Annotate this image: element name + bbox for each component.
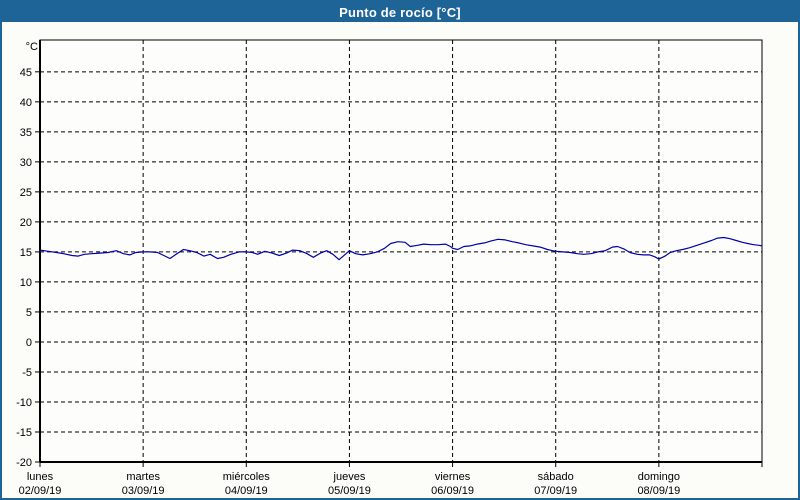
x-day-name-label: domingo	[638, 471, 680, 483]
window-title: Punto de rocío [°C]	[339, 4, 461, 20]
y-tick-label: 40	[20, 97, 32, 109]
y-tick-label: -5	[22, 367, 32, 379]
y-tick-label: 15	[20, 247, 32, 259]
y-tick-label: 0	[26, 337, 32, 349]
y-tick-label: 35	[20, 127, 32, 139]
x-day-name-label: sábado	[538, 471, 574, 483]
x-day-date-label: 03/09/19	[122, 485, 165, 497]
x-day-name-label: martes	[126, 471, 160, 483]
x-day-date-label: 07/09/19	[534, 485, 577, 497]
y-tick-label: -20	[16, 457, 32, 469]
chart-area: 45 40 35 30 25 20 15 10 5 0 -5 -10 -15 -20 °C lunes 02/0…	[2, 22, 798, 498]
dew-point-chart: 45 40 35 30 25 20 15 10 5 0 -5 -10 -15 -20 °C lunes 02/0…	[16, 39, 763, 497]
y-tick-label: -15	[16, 427, 32, 439]
x-day-date-label: 04/09/19	[225, 485, 268, 497]
y-tick-label: 5	[26, 307, 32, 319]
x-day-name-label: viernes	[435, 471, 471, 483]
x-day-date-label: 08/09/19	[637, 485, 680, 497]
x-day-date-label: 05/09/19	[328, 485, 371, 497]
y-tick-label: 25	[20, 187, 32, 199]
y-tick-label: 30	[20, 157, 32, 169]
x-day-name-label: jueves	[333, 471, 366, 483]
y-axis-unit-label: °C	[26, 41, 38, 53]
y-tick-label: 45	[20, 67, 32, 79]
x-day-date-label: 02/09/19	[19, 485, 62, 497]
y-tick-label: -10	[16, 397, 32, 409]
y-tick-label: 20	[20, 217, 32, 229]
plot-background	[40, 40, 762, 462]
y-tick-label: 10	[20, 277, 32, 289]
x-day-name-label: lunes	[27, 471, 54, 483]
title-bar: Punto de rocío [°C]	[2, 2, 798, 22]
x-day-date-label: 06/09/19	[431, 485, 474, 497]
dew-point-line	[39, 236, 763, 261]
x-day-name-label: miércoles	[223, 471, 271, 483]
